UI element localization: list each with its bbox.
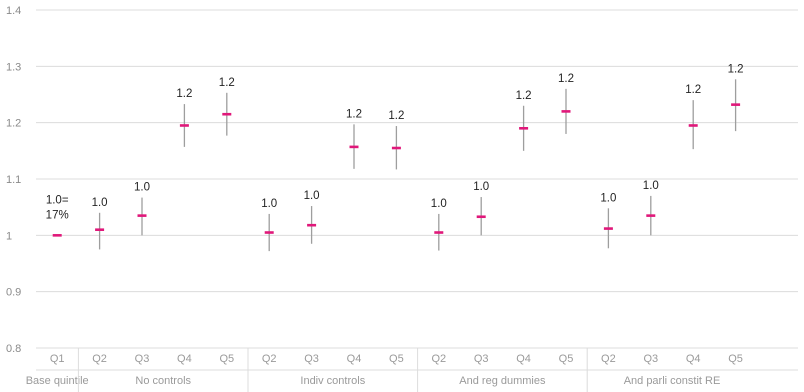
y-tick-label: 1.1 (6, 174, 21, 186)
category-label: Q5 (559, 353, 574, 365)
data-label: 1.2 (219, 77, 235, 89)
category-label: Q4 (516, 353, 531, 365)
category-label: Q2 (262, 353, 277, 365)
category-label: Q2 (92, 353, 107, 365)
category-label: Q1 (50, 353, 65, 365)
group-label: And parli constit RE (624, 375, 721, 387)
category-label: Q2 (601, 353, 616, 365)
error-bars (98, 79, 737, 252)
data-labels: 1.0= 17% 1.0 1.0 1.2 1.2 1.0 1.0 1.2 1.2 1.0 1.0 1.2… (46, 63, 744, 221)
y-tick-label: 1.3 (6, 61, 21, 73)
y-tick-label: 1.2 (6, 118, 21, 130)
category-label: Q4 (686, 353, 701, 365)
category-label: Q3 (304, 353, 319, 365)
group-label: Indiv controls (300, 375, 365, 387)
category-label: Q3 (135, 353, 150, 365)
y-tick-label: 0.8 (6, 343, 21, 355)
data-label: 1.2 (558, 73, 574, 85)
group-label: No controls (135, 375, 191, 387)
y-tick-label: 0.9 (6, 287, 21, 299)
category-label: Q5 (219, 353, 234, 365)
y-tick-label: 1 (6, 230, 12, 242)
category-label: Q4 (347, 353, 362, 365)
data-label: 1.0 (261, 198, 277, 210)
data-label: 1.0 (473, 181, 489, 193)
data-label: 1.2 (346, 108, 362, 120)
data-label: 1.2 (176, 88, 192, 100)
markers (52, 103, 741, 237)
y-axis: 0.8 0.9 1 1.1 1.2 1.3 1.4 (6, 5, 21, 355)
group-label: Base quintile (26, 375, 89, 387)
category-label: Q4 (177, 353, 192, 365)
data-label: 1.0= (46, 194, 69, 206)
data-label: 1.0 (431, 198, 447, 210)
data-label: 1.0 (304, 190, 320, 202)
category-label: Q3 (474, 353, 489, 365)
data-label: 1.0 (600, 192, 616, 204)
category-label: Q5 (728, 353, 743, 365)
data-label: 1.2 (516, 90, 532, 102)
category-label: Q3 (643, 353, 658, 365)
data-label: 1.0 (92, 197, 108, 209)
category-label: Q5 (389, 353, 404, 365)
y-tick-label: 1.4 (6, 5, 21, 17)
data-label: 1.0 (643, 180, 659, 192)
x-axis: Q1 Q2 Q3 Q4 Q5 Q2 Q3 Q4 Q5 Q2 Q3 Q4 Q5 Q2 Q3 Q4 Q5 Base q… (26, 348, 798, 392)
data-label-share: 17% (46, 209, 69, 221)
data-label: 1.2 (685, 84, 701, 96)
data-label: 1.2 (388, 110, 404, 122)
category-label: Q2 (431, 353, 446, 365)
group-label: And reg dummies (459, 375, 546, 387)
data-label: 1.0 (134, 182, 150, 194)
gridlines (36, 9, 798, 349)
data-label: 1.2 (728, 63, 744, 75)
